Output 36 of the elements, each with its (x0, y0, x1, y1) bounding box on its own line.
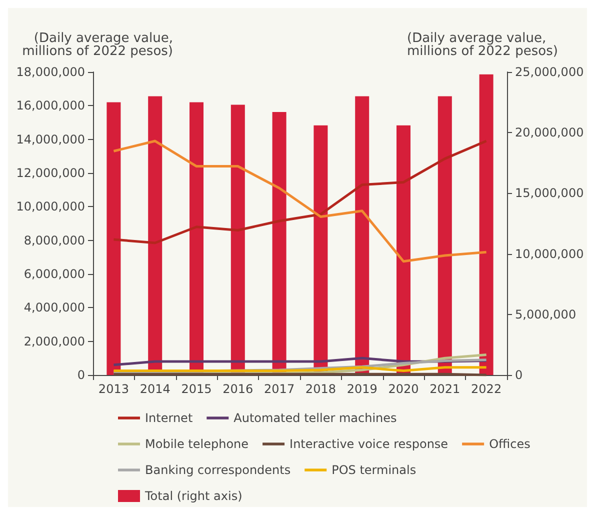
legend-label: Mobile telephone (145, 437, 249, 451)
x-tick-label: 2013 (98, 382, 129, 396)
x-tick-label: 2019 (346, 382, 378, 396)
y-tick-label: 14,000,000 (16, 132, 85, 146)
x-tick-label: 2015 (181, 382, 212, 396)
y2-tick-label: 20,000,000 (515, 126, 584, 140)
y-tick-label: 10,000,000 (16, 200, 85, 214)
x-tick-label: 2021 (430, 382, 460, 396)
y-tick-label: 6,000,000 (24, 267, 85, 281)
x-tick-label: 2016 (222, 382, 254, 396)
y-tick-label: 4,000,000 (24, 300, 85, 315)
legend-label: POS terminals (332, 463, 416, 477)
y2-tick-label: 5,000,000 (515, 307, 576, 322)
y-tick-label: 18,000,000 (16, 65, 85, 79)
y2-tick-label: 0 (515, 368, 523, 382)
y2-tick-label: 10,000,000 (515, 246, 584, 261)
legend-label: Offices (489, 437, 530, 451)
y2-tick-label: 15,000,000 (515, 186, 584, 200)
x-tick-label: 2017 (264, 382, 295, 396)
y-tick-label: 8,000,000 (24, 233, 85, 248)
y-tick-label: 0 (77, 368, 85, 382)
legend-label: Automated teller machines (234, 411, 397, 425)
y-tick-label: 16,000,000 (16, 98, 85, 113)
legend-label: Total (right axis) (144, 489, 242, 503)
legend-label: Internet (145, 411, 193, 425)
y-axis-title: (Daily average value, millions of 2022 pesos) (22, 31, 173, 59)
legend-label: Banking correspondents (145, 463, 291, 477)
x-tick-label: 2018 (305, 382, 336, 396)
y-tick-label: 12,000,000 (16, 166, 85, 180)
x-tick-label: 2014 (140, 382, 170, 396)
y2-tick-label: 25,000,000 (515, 65, 584, 79)
y-tick-label: 2,000,000 (24, 334, 85, 348)
x-tick-label: 2020 (388, 382, 419, 396)
legend-label: Interactive voice response (290, 437, 448, 451)
x-tick-label: 2022 (471, 382, 502, 396)
y2-axis-title: (Daily average value, millions of 2022 pesos) (407, 31, 558, 59)
